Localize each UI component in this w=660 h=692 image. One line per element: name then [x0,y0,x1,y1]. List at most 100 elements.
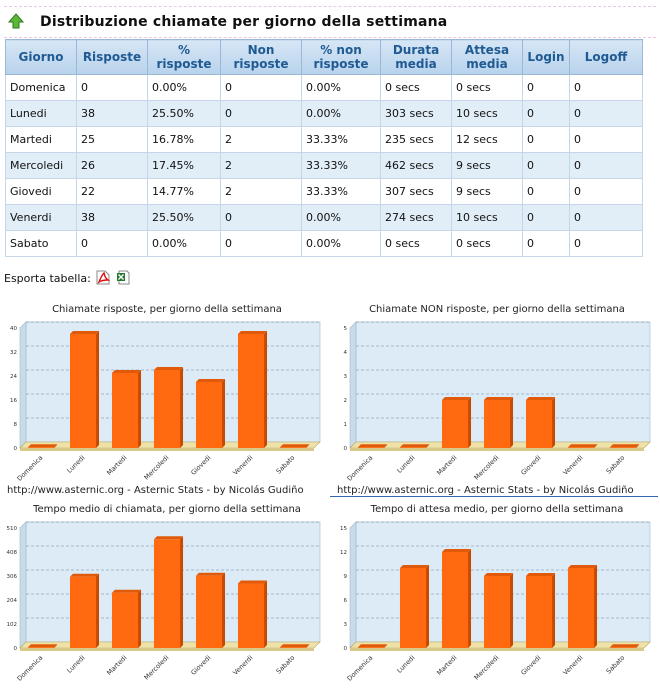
y-tick-label: 306 [7,574,18,580]
credit-link[interactable]: http://www.asternic.org - Asternic Stats… [7,485,304,496]
table-cell: 0 [569,178,643,205]
table-cell: 0 secs [380,230,452,257]
table-cell: 0.00% [147,230,221,257]
col-header[interactable]: % risposte [147,39,221,75]
bar [567,565,598,648]
table-cell: 12 secs [451,126,523,153]
table-cell: 38 [76,204,148,231]
bar [609,644,640,648]
chart-answered: Chiamate risposte, per giorno della sett… [4,298,330,496]
stats-table: Giorno Risposte % risposte Non risposte … [5,39,643,257]
table-header-row: Giorno Risposte % risposte Non risposte … [5,39,643,75]
table-cell: 0 [522,152,570,179]
x-tick-label: Lunedi [65,654,86,675]
table-cell: 2 [220,126,302,153]
bar [483,397,514,448]
x-tick-label: Lunedi [65,454,86,475]
excel-icon[interactable] [116,270,130,285]
col-header[interactable]: % non risposte [301,39,381,75]
x-tick-label: Venerdi [561,454,584,477]
bar [69,331,100,448]
table-cell: 0 [522,100,570,127]
x-tick-label: Mercoledi [143,654,171,682]
col-header[interactable]: Risposte [76,39,148,75]
table-cell: 33.33% [301,152,381,179]
table-cell: 38 [76,100,148,127]
table-cell: 0 [522,74,570,101]
table-cell: 26 [76,152,148,179]
col-header[interactable]: Attesa media [451,39,523,75]
charts-area: Chiamate risposte, per giorno della sett… [4,298,660,692]
col-header[interactable]: Durata media [380,39,452,75]
bar [441,397,472,448]
bar [153,367,184,448]
table-cell: 25.50% [147,204,221,231]
pdf-icon[interactable] [96,270,111,285]
bar [483,573,514,648]
bar [357,444,388,448]
x-tick-label: Giovedi [519,454,542,477]
bar [237,580,268,648]
credit-link[interactable]: http://www.asternic.org - Asternic Stats… [337,485,634,496]
table-cell: 0.00% [147,74,221,101]
table-cell: 303 secs [380,100,452,127]
export-bar: Esporta tabella: [4,270,130,285]
bar-chart: 0 3 6 9 12 15 Domenica Lunedi Martedi Mercoledi Gi… [340,521,651,683]
bar [27,644,58,648]
table-cell: 0.00% [301,100,381,127]
table-cell: 274 secs [380,204,452,231]
table-cell: 2 [220,178,302,205]
table-cell: 0 [76,230,148,257]
table-cell: 0 [569,230,643,257]
table-row: Giovedi 22 14.77% 2 33.33% 307 secs 9 secs 0 0 [5,178,643,205]
table-cell: 0.00% [301,204,381,231]
table-cell: Martedi [5,126,77,153]
col-header[interactable]: Logoff [569,39,643,75]
y-tick-label: 0 [14,646,18,652]
y-tick-label: 5 [344,326,348,332]
bar [399,565,430,648]
table-cell: 17.45% [147,152,221,179]
table-cell: 307 secs [380,178,452,205]
bar [609,444,640,448]
x-tick-label: Lunedi [395,454,416,475]
bar-chart: 0 102 204 306 408 510 Domenica Lunedi Martedi Mer… [7,521,321,683]
y-tick-label: 4 [344,350,348,356]
table-cell: 0 secs [380,74,452,101]
col-header[interactable]: Non risposte [220,39,302,75]
chart-unanswered: Chiamate NON risposte, per giorno della … [334,298,660,496]
y-tick-label: 3 [344,622,348,628]
bar [525,573,556,648]
table-cell: 10 secs [451,100,523,127]
x-tick-label: Martedi [105,654,128,677]
col-header[interactable]: Login [522,39,570,75]
table-cell: Lunedi [5,100,77,127]
y-tick-label: 40 [10,326,17,332]
col-header[interactable]: Giorno [5,39,77,75]
table-cell: Venerdi [5,204,77,231]
divider [330,496,658,497]
x-tick-label: Giovedi [519,654,542,677]
table-cell: 16.78% [147,126,221,153]
table-cell: 0 secs [451,230,523,257]
y-tick-label: 3 [344,374,348,380]
table-cell: 0 [220,204,302,231]
x-tick-label: Sabato [275,654,297,676]
x-tick-label: Giovedi [189,454,212,477]
x-tick-label: Sabato [275,454,297,476]
table-row: Domenica 0 0.00% 0 0.00% 0 secs 0 secs 0 0 [5,74,643,101]
y-tick-label: 510 [7,526,18,532]
y-tick-label: 2 [344,398,348,404]
export-label: Esporta tabella: [4,272,91,285]
x-tick-label: Domenica [346,454,375,483]
arrow-up-icon[interactable] [8,13,24,29]
x-tick-label: Lunedi [395,654,416,675]
table-cell: 235 secs [380,126,452,153]
x-tick-label: Domenica [346,654,375,683]
chart-avg-wait: Tempo di attesa medio, per giorno della … [334,498,660,692]
table-cell: 33.33% [301,178,381,205]
bar [111,589,142,648]
table-cell: 0 [522,204,570,231]
chart-title: Chiamate NON risposte, per giorno della … [369,304,625,315]
chart-title: Chiamate risposte, per giorno della sett… [52,304,282,315]
